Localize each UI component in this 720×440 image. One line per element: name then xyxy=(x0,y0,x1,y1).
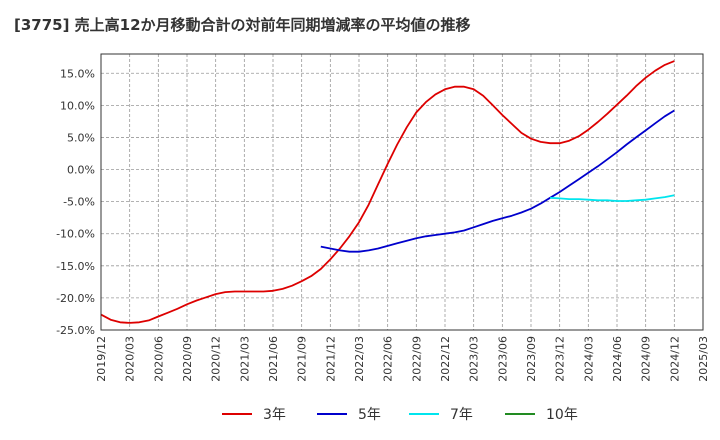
y-tick-label: -20.0% xyxy=(56,292,95,305)
x-tick-label: 2022/12 xyxy=(439,336,452,382)
x-tick-label: 2023/12 xyxy=(554,336,567,382)
y-tick-label: -5.0% xyxy=(63,196,95,209)
y-tick-label: -15.0% xyxy=(56,260,95,273)
series-line-2 xyxy=(550,194,675,202)
x-tick-label: 2020/09 xyxy=(181,336,194,382)
legend-label-1: 5年 xyxy=(358,407,381,423)
x-tick-label: 2023/03 xyxy=(468,336,481,382)
x-tick-label: 2019/12 xyxy=(95,336,108,382)
series-layer xyxy=(100,60,675,324)
legend-label-0: 3年 xyxy=(263,407,286,423)
legend-label-2: 7年 xyxy=(450,407,473,423)
x-tick-label: 2025/03 xyxy=(697,336,710,382)
y-tick-label: -25.0% xyxy=(56,324,95,337)
x-tick-label: 2024/06 xyxy=(611,336,624,382)
y-tick-label: 5.0% xyxy=(67,131,95,144)
plot-area xyxy=(101,54,703,330)
y-tick-label: 15.0% xyxy=(60,67,95,80)
legend-label-3: 10年 xyxy=(546,407,578,423)
series-line-1 xyxy=(320,109,675,253)
x-tick-label: 2022/09 xyxy=(410,336,423,382)
x-tick-label: 2024/03 xyxy=(582,336,595,382)
x-tick-label: 2022/06 xyxy=(382,336,395,382)
x-tick-label: 2020/12 xyxy=(210,336,223,382)
x-axis-ticks: 2019/12 2020/03 2020/06 2020/09 2020/12 2021/… xyxy=(95,336,710,382)
x-tick-label: 2021/12 xyxy=(324,336,337,382)
y-tick-label: 10.0% xyxy=(60,99,95,112)
x-tick-label: 2021/06 xyxy=(267,336,280,382)
x-tick-label: 2021/09 xyxy=(296,336,309,382)
plot-frame xyxy=(100,53,704,331)
x-tick-label: 2022/03 xyxy=(353,336,366,382)
y-axis-ticks: 15.0% 10.0% 5.0% 0.0% -5.0% -10.0% -15.0% -20.0… xyxy=(56,67,95,337)
x-tick-label: 2020/03 xyxy=(124,336,137,382)
y-tick-label: 0.0% xyxy=(67,164,95,177)
x-tick-label: 2020/06 xyxy=(152,336,165,382)
x-tick-label: 2024/12 xyxy=(668,336,681,382)
chart-title: [3775] 売上高12か月移動合計の対前年同期増減率の平均値の推移 xyxy=(14,16,471,34)
series-line-0 xyxy=(100,60,675,324)
x-tick-label: 2023/06 xyxy=(496,336,509,382)
x-tick-label: 2021/03 xyxy=(238,336,251,382)
x-tick-label: 2023/09 xyxy=(525,336,538,382)
x-tick-label: 2024/09 xyxy=(640,336,653,382)
legend: 3年 5年 7年 10年 xyxy=(222,407,578,423)
y-tick-label: -10.0% xyxy=(56,228,95,241)
